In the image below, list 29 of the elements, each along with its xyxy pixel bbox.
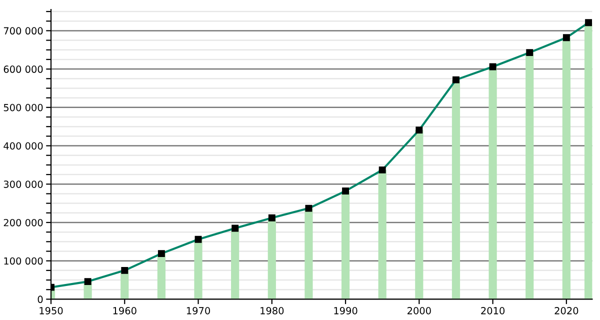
y-tick-label: 600 000 — [4, 66, 43, 73]
x-tick-label: 1960 — [113, 307, 136, 314]
x-tick-label: 1950 — [40, 307, 63, 314]
bar — [268, 218, 276, 300]
bar — [341, 191, 350, 300]
y-tick-label: 0 — [38, 296, 43, 304]
x-tick-label: 2020 — [554, 307, 578, 314]
x-tick-label: 2010 — [481, 307, 505, 314]
bar — [415, 130, 424, 300]
bar — [157, 254, 166, 300]
bar — [378, 170, 386, 300]
bar — [584, 22, 592, 300]
bar — [304, 208, 313, 300]
bar — [231, 228, 240, 300]
x-tick-label: 1980 — [260, 307, 284, 314]
bar — [526, 52, 534, 300]
x-tick-label: 1990 — [334, 307, 358, 314]
y-tick-label: 400 000 — [4, 142, 43, 150]
y-tick-label: 100 000 — [4, 257, 43, 265]
y-tick-label: 500 000 — [4, 104, 43, 112]
x-tick-label: 2000 — [408, 307, 431, 314]
bar — [194, 239, 202, 300]
y-tick-label: 300 000 — [4, 180, 43, 188]
x-tick-label: 1970 — [186, 307, 210, 314]
bar — [488, 66, 497, 300]
bar — [562, 38, 570, 300]
y-tick-label: 700 000 — [4, 27, 43, 35]
y-tick-label: 200 000 — [4, 218, 43, 226]
bar — [452, 80, 460, 300]
